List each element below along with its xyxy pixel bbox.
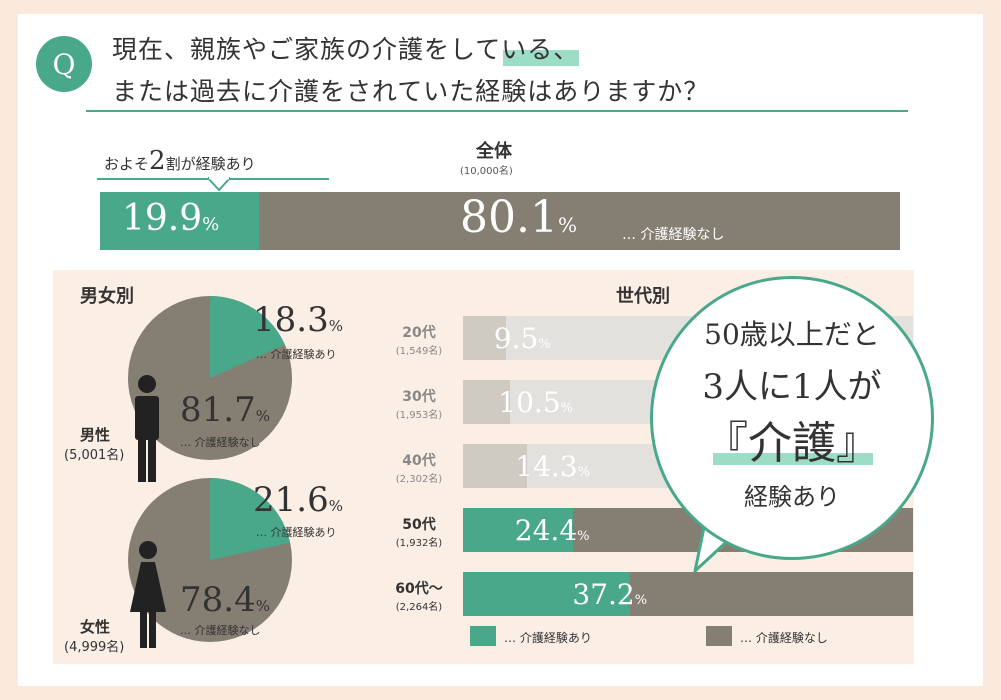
female-sample-size: (4,999名) [64, 640, 125, 655]
overall-no-note: … 介護経験なし [622, 227, 725, 243]
gender-section-title: 男女別 [80, 286, 134, 307]
male-no-value: 81.7% [180, 390, 270, 430]
pie-male [128, 296, 292, 460]
female-figure-icon [130, 541, 166, 648]
legend-yes-label: … 介護経験あり [504, 631, 592, 645]
callout-pre: およそ [104, 155, 150, 173]
age-value-0: 9.5% [493, 322, 551, 355]
age-sample-size-1: (1,953名) [395, 410, 443, 421]
callout-number: 2 [149, 146, 166, 176]
callout-post: 割が経験あり [165, 155, 256, 173]
age-sample-size-4: (2,264名) [395, 602, 443, 613]
female-label: 女性 [80, 618, 111, 636]
age-bar-yes-1 [463, 380, 511, 424]
age-label-1: 30代 [402, 389, 436, 405]
keyword-highlight [503, 50, 579, 66]
overall-no-value: 80.1% [460, 192, 577, 243]
callout-pointer [208, 177, 230, 191]
age-label-2: 40代 [402, 453, 436, 469]
summary-callout: およそ2割が経験あり [104, 146, 256, 176]
bubble-line-2: 3人に1人が [702, 367, 882, 407]
age-bar-yes-2 [463, 444, 528, 488]
male-yes-value: 18.3% [253, 300, 343, 340]
bubble-line-3: 『介護』 [704, 418, 880, 469]
question-badge: Q [36, 36, 92, 92]
question-line-1: 現在、親族やご家族の介護をしている、 [112, 35, 580, 64]
age-label-4: 60代～ [395, 581, 443, 597]
overall-bar: 19.9% 80.1% … 介護経験なし [100, 192, 900, 250]
age-bar-yes-0 [463, 316, 506, 360]
age-value-2: 14.3% [515, 450, 591, 483]
age-sample-size-2: (2,302名) [395, 474, 443, 485]
highlight-bubble: 50歳以上だと 3人に1人が 『介護』 経験あり [650, 276, 934, 560]
question-line-2: または過去に介護をされていた経験はありますか？ [112, 77, 710, 106]
bubble-line-1: 50歳以上だと [704, 318, 880, 351]
female-yes-value: 21.6% [253, 480, 343, 520]
female-no-value: 78.4% [180, 580, 270, 620]
male-yes-slice [210, 296, 285, 378]
age-bar-yes-3 [463, 508, 573, 552]
age-section-title: 世代別 [616, 286, 670, 307]
age-value-3: 24.4% [514, 514, 590, 547]
legend-no-label: … 介護経験なし [740, 631, 828, 645]
male-figure-icon [135, 375, 159, 482]
male-label: 男性 [80, 426, 111, 444]
bubble-highlight [713, 453, 873, 465]
overall-yes-value: 19.9% [122, 198, 220, 239]
male-yes-note: … 介護経験あり [256, 348, 337, 361]
female-no-note: … 介護経験なし [180, 624, 261, 637]
age-value-1: 10.5% [498, 386, 573, 419]
overall-bar-yes [100, 192, 260, 250]
title-divider [86, 110, 908, 112]
legend-yes-swatch [470, 626, 496, 646]
age-sample-size-3: (1,932名) [395, 538, 443, 549]
overall-sample-size: (10,000名) [460, 166, 513, 177]
age-bar-yes-4 [463, 572, 631, 616]
bubble-line-4: 経験あり [744, 483, 840, 511]
male-sample-size: (5,001名) [64, 448, 125, 463]
age-sample-size-0: (1,549名) [395, 346, 443, 357]
age-label-3: 50代 [402, 517, 436, 533]
pie-female [128, 478, 292, 642]
male-no-note: … 介護経験なし [180, 436, 261, 449]
age-bar-4: 37.2% [463, 572, 913, 616]
female-yes-note: … 介護経験あり [256, 526, 337, 539]
overall-title: 全体 [476, 141, 512, 162]
age-label-0: 20代 [402, 325, 436, 341]
legend-no-swatch [706, 626, 732, 646]
female-yes-slice [210, 478, 291, 560]
age-value-4: 37.2% [572, 578, 648, 611]
